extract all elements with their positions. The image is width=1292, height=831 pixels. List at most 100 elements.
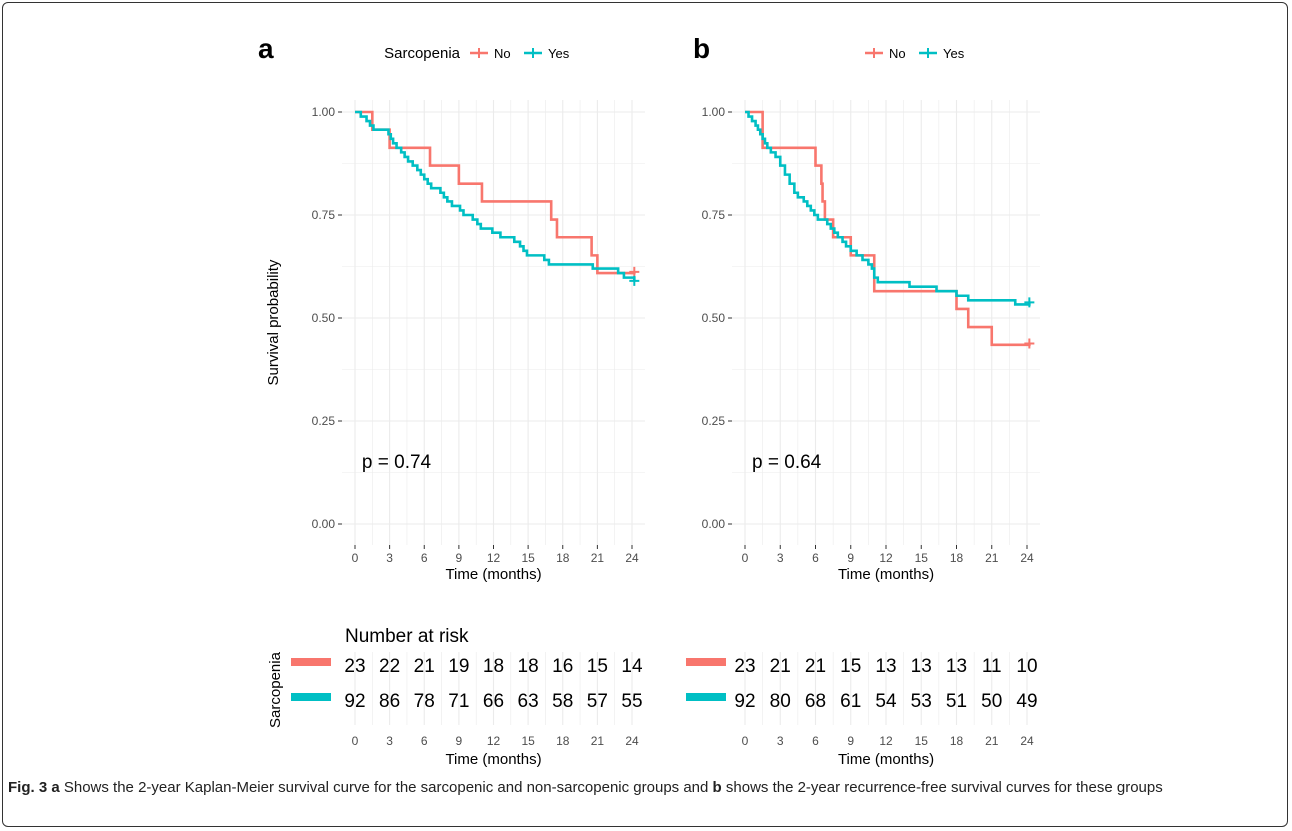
risk-table-value: 63 — [518, 691, 539, 712]
risk-table-value: 21 — [770, 656, 791, 677]
x-tick-label: 18 — [950, 551, 964, 565]
risk-table-value: 71 — [448, 691, 469, 712]
risk-table-value: 66 — [483, 691, 504, 712]
risk-table-value: 61 — [840, 691, 861, 712]
caption-text: a Shows the 2-year Kaplan-Meier survival… — [51, 779, 1162, 796]
panel-b: 0.00 0.25 0.50 0.75 1.00 0 3 6 9 12 15 18 21 24 Time (… — [686, 33, 1040, 768]
risk-table-time-label: 15 — [915, 734, 929, 748]
risk-table-value: 11 — [982, 656, 1002, 677]
y-tick-label: 0.25 — [702, 414, 726, 428]
risk-table-time-label: 12 — [879, 734, 893, 748]
risk-table-strata-label: Sarcopenia — [267, 651, 284, 728]
risk-table-key-yes — [291, 693, 331, 701]
x-tick-label: 0 — [742, 551, 749, 565]
risk-table-value: 10 — [1016, 656, 1037, 677]
risk-table-time-label: 18 — [950, 734, 964, 748]
x-tick-label: 0 — [352, 551, 359, 565]
risk-table-time-label: 3 — [386, 734, 393, 748]
y-tick-label: 0.75 — [312, 208, 336, 222]
x-tick-label: 3 — [777, 551, 784, 565]
risk-table-value: 15 — [840, 656, 861, 677]
x-tick-label: 15 — [521, 551, 535, 565]
legend-title: Sarcopenia — [384, 45, 461, 62]
caption-label: Fig. 3 — [8, 779, 48, 796]
risk-table-time-label: 0 — [742, 734, 749, 748]
panel-a: 0.00 0.25 0.50 0.75 1.00 0 3 6 9 12 15 18 21 24 Time (… — [258, 33, 645, 768]
y-tick-label: 0.00 — [312, 517, 336, 531]
risk-table-value: 92 — [344, 691, 365, 712]
risk-table-value: 49 — [1016, 691, 1037, 712]
risk-table-value: 23 — [344, 656, 365, 677]
risk-table-value: 15 — [587, 656, 608, 677]
risk-table-value: 16 — [552, 656, 573, 677]
risk-table-time-label: 12 — [487, 734, 501, 748]
risk-table-time-label: 6 — [421, 734, 428, 748]
y-axis-label: Survival probability — [265, 259, 282, 385]
caption-part: Shows the 2-year Kaplan-Meier survival c… — [59, 779, 713, 796]
risk-table-value: 50 — [981, 691, 1002, 712]
x-tick-label: 21 — [591, 551, 605, 565]
risk-table-key-no — [686, 658, 726, 666]
x-tick-label: 18 — [556, 551, 570, 565]
series-line-no — [745, 110, 1031, 347]
x-tick-label: 12 — [879, 551, 893, 565]
risk-table: 23 21 21 15 13 13 13 11 10 92 80 68 61 54 53 51 50 49 0 3 6 9… — [686, 652, 1038, 768]
censor-mark-yes — [1024, 297, 1035, 308]
x-tick-label: 9 — [456, 551, 463, 565]
figure-caption: Fig. 3 a Shows the 2-year Kaplan-Meier s… — [8, 777, 1278, 799]
risk-table-value: 21 — [805, 656, 826, 677]
risk-table-value: 55 — [621, 691, 642, 712]
series-line-yes — [745, 110, 1031, 306]
gridlines — [732, 100, 1040, 545]
risk-table-time-label: 15 — [521, 734, 535, 748]
y-tick-label: 0.75 — [702, 208, 726, 222]
y-tick-label: 0.50 — [312, 311, 336, 325]
figure-canvas: 0.00 0.25 0.50 0.75 1.00 0 3 6 9 12 15 18 21 24 Time (… — [258, 33, 1040, 768]
x-tick-label: 12 — [487, 551, 501, 565]
series-line-no — [355, 110, 636, 275]
panel-label: b — [693, 33, 710, 64]
risk-table-time-label: 21 — [591, 734, 605, 748]
panel-label: a — [258, 33, 274, 64]
censor-mark-no — [1024, 338, 1035, 349]
risk-table-time-label: 3 — [777, 734, 784, 748]
x-tick-label: 6 — [812, 551, 819, 565]
risk-table-value: 19 — [448, 656, 469, 677]
caption-part: a — [51, 779, 60, 796]
x-axis-label: Time (months) — [838, 566, 934, 583]
risk-table-value: 23 — [734, 656, 755, 677]
risk-table-time-label: 9 — [456, 734, 463, 748]
y-tick-label: 1.00 — [312, 105, 336, 119]
risk-table-value: 13 — [946, 656, 967, 677]
risk-table-value: 13 — [875, 656, 896, 677]
risk-table-value: 18 — [518, 656, 539, 677]
censor-mark-yes — [629, 275, 640, 286]
risk-table: Number at risk Sarcopenia 23 22 21 19 18 18 16 15… — [267, 626, 643, 768]
risk-table-time-label: 24 — [625, 734, 639, 748]
risk-table-key-no — [291, 658, 331, 666]
x-tick-label: 15 — [915, 551, 929, 565]
p-value-annotation: p = 0.64 — [752, 452, 822, 473]
risk-table-time-label: 6 — [812, 734, 819, 748]
x-tick-label: 21 — [985, 551, 999, 565]
x-tick-label: 3 — [386, 551, 393, 565]
risk-table-time-label: 18 — [556, 734, 570, 748]
y-tick-label: 0.25 — [312, 414, 336, 428]
x-axis-label: Time (months) — [445, 566, 541, 583]
legend-label-yes: Yes — [943, 46, 965, 61]
risk-table-value: 21 — [414, 656, 435, 677]
risk-table-time-label: 24 — [1020, 734, 1034, 748]
legend-label-no: No — [889, 46, 906, 61]
risk-table-time-label: 9 — [847, 734, 854, 748]
x-tick-label: 24 — [1020, 551, 1034, 565]
risk-table-value: 78 — [414, 691, 435, 712]
y-tick-label: 1.00 — [702, 105, 726, 119]
x-tick-label: 6 — [421, 551, 428, 565]
risk-table-key-yes — [686, 693, 726, 701]
legend: No Yes — [865, 46, 965, 61]
risk-table-value: 13 — [911, 656, 932, 677]
risk-table-x-label: Time (months) — [838, 751, 934, 768]
y-tick-label: 0.00 — [702, 517, 726, 531]
risk-table-x-label: Time (months) — [445, 751, 541, 768]
caption-part: b — [712, 779, 722, 796]
